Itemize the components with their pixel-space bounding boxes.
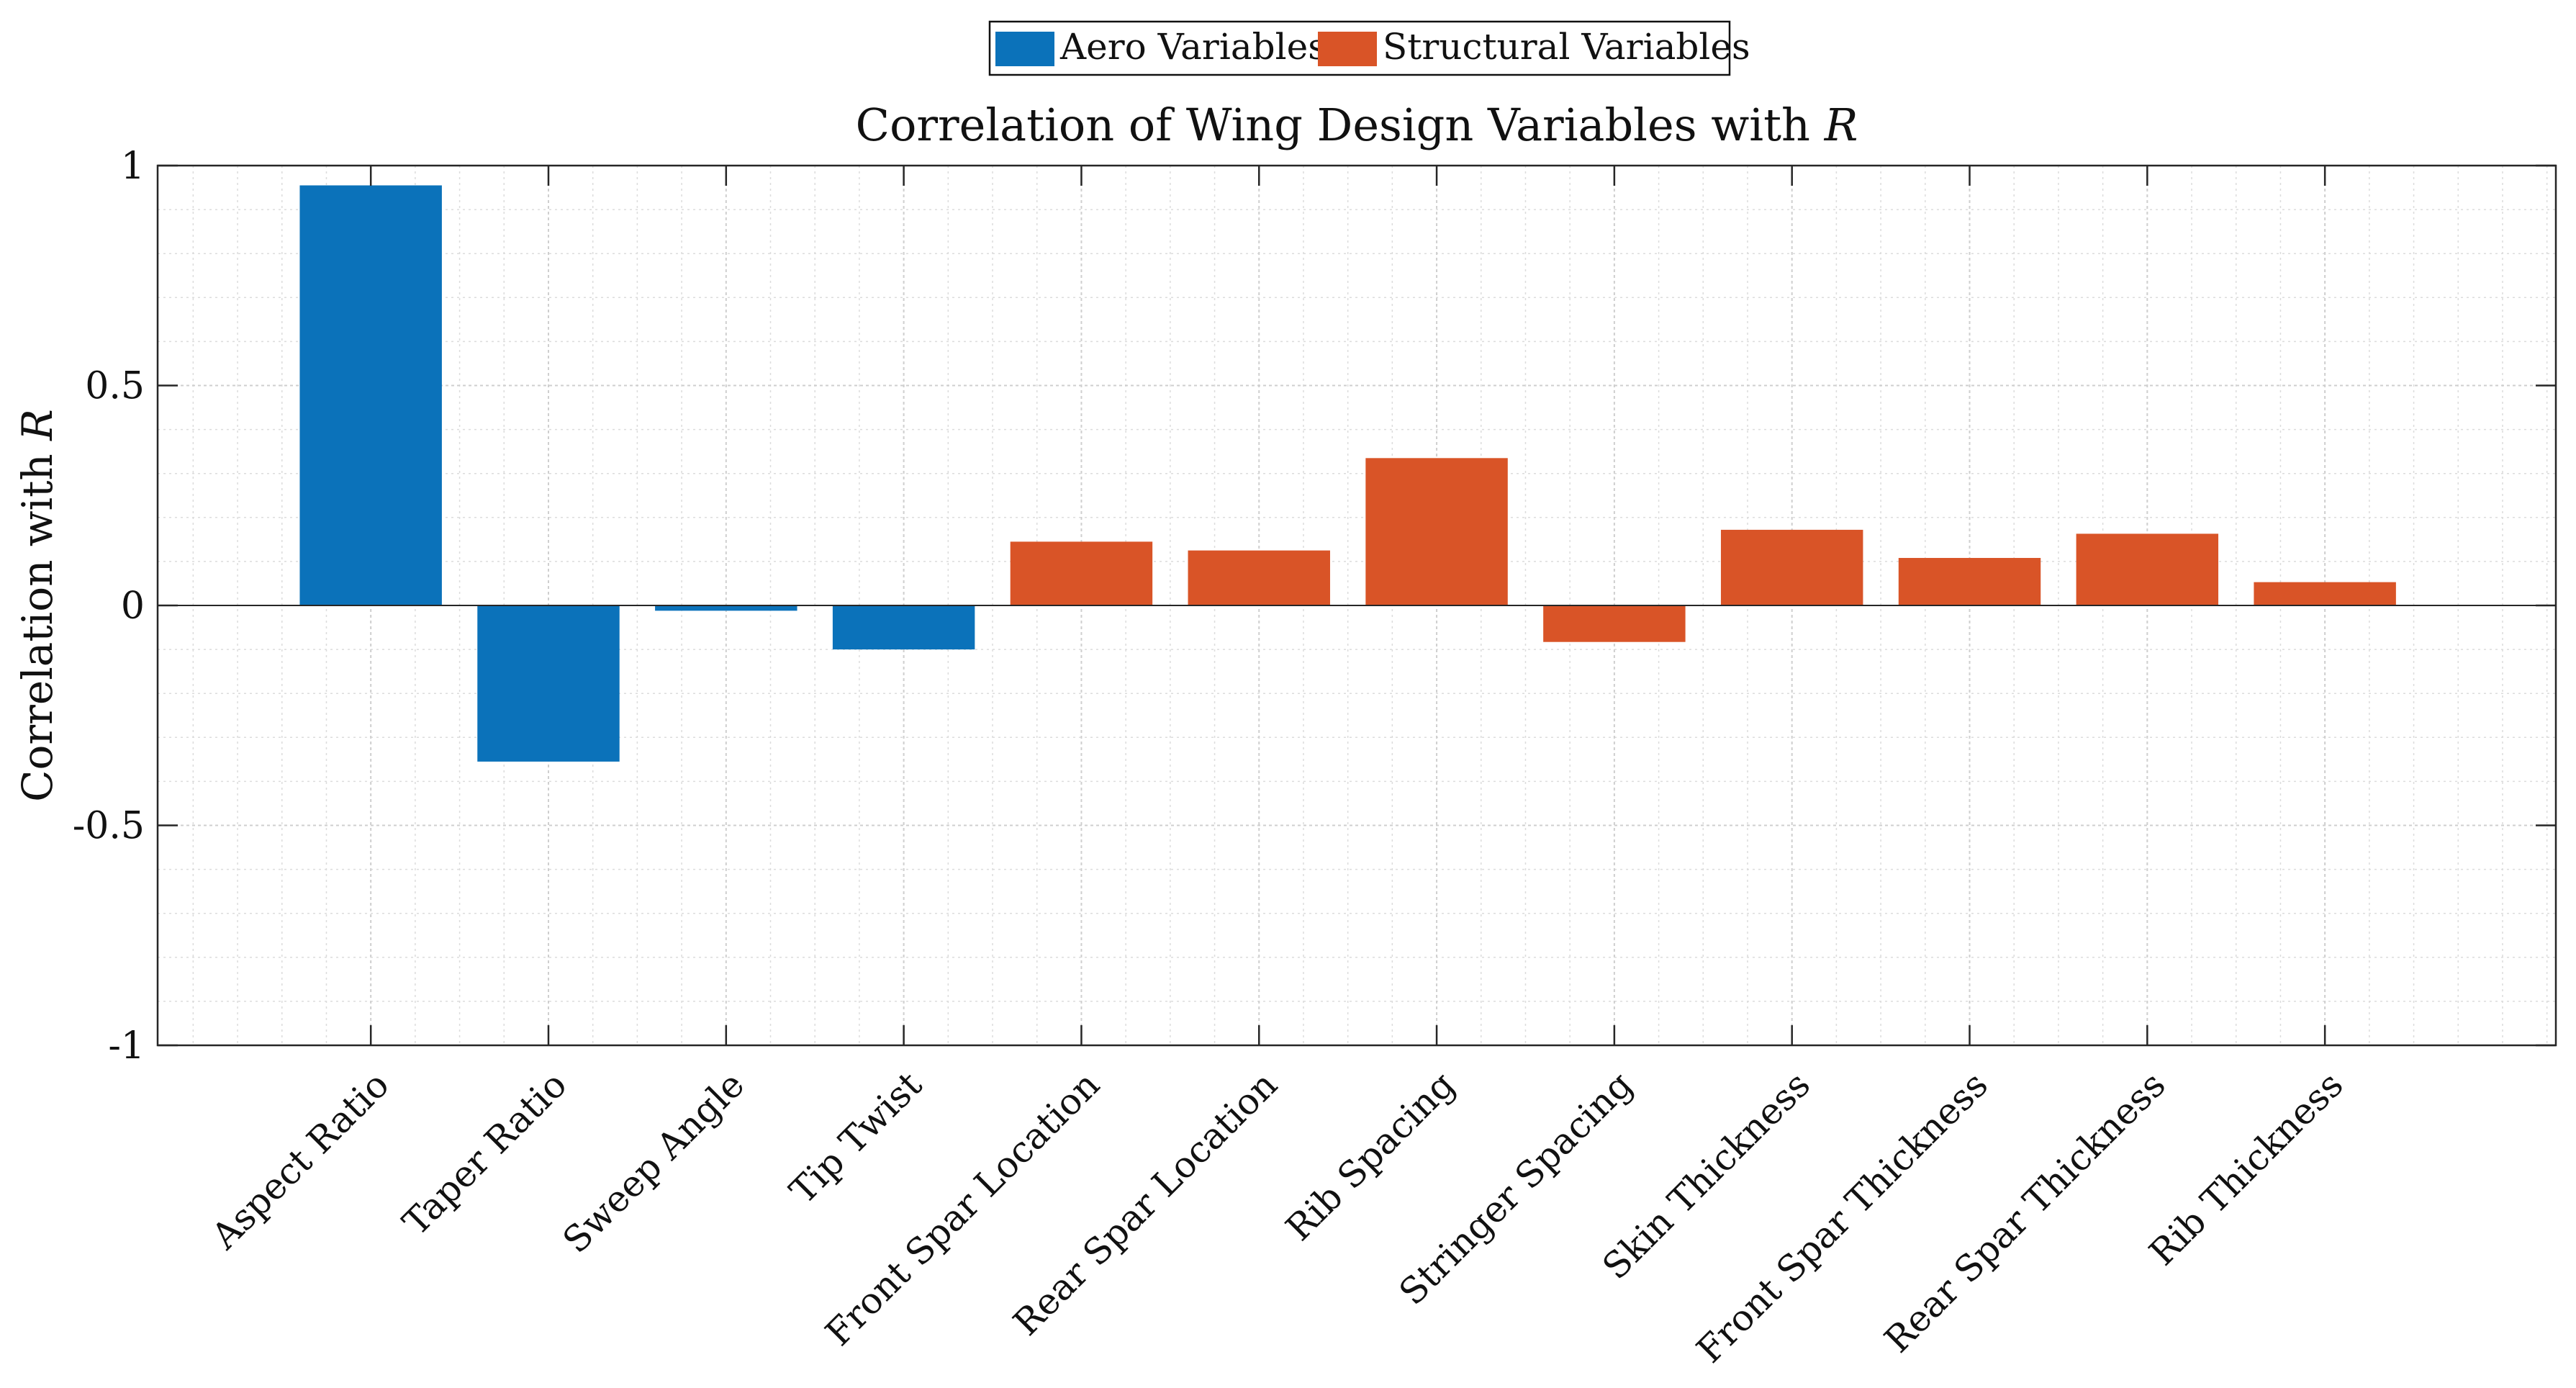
bar-skin-thickness <box>1720 529 1863 605</box>
bar-rear-spar-location <box>1188 550 1330 605</box>
bar-aspect-ratio <box>299 185 442 605</box>
y-tick-label: -1 <box>108 1024 145 1068</box>
legend-swatch-structural <box>1318 32 1377 66</box>
chart-title-variable: R <box>1824 99 1858 151</box>
y-axis-label-variable: R <box>13 409 62 441</box>
y-tick-label: 0.5 <box>85 365 145 408</box>
bar-sweep-angle <box>655 605 797 611</box>
y-tick-label: 0 <box>121 585 145 628</box>
bar-front-spar-location <box>1010 541 1153 605</box>
y-tick-label: -0.5 <box>73 805 145 848</box>
y-tick-label: 1 <box>121 145 145 188</box>
bar-rear-spar-thickness <box>2076 533 2219 605</box>
legend-label-structural: Structural Variables <box>1383 26 1750 68</box>
axis-ticks <box>158 164 2556 1047</box>
legend-swatch-aero <box>995 32 1054 66</box>
bar-stringer-spacing <box>1543 605 1686 642</box>
y-axis-label: Correlation with R <box>13 409 62 802</box>
bar-taper-ratio <box>477 605 620 762</box>
bar-tip-twist <box>832 605 975 650</box>
legend-label-aero: Aero Variables <box>1059 26 1327 68</box>
bar-front-spar-thickness <box>1898 558 2041 605</box>
bar-rib-thickness <box>2254 582 2396 605</box>
legend: Aero Variables Structural Variables <box>988 20 1750 76</box>
bars <box>299 185 2396 762</box>
chart-title: Correlation of Wing Design Variables wit… <box>856 99 1858 151</box>
bar-rib-spacing <box>1365 458 1508 605</box>
